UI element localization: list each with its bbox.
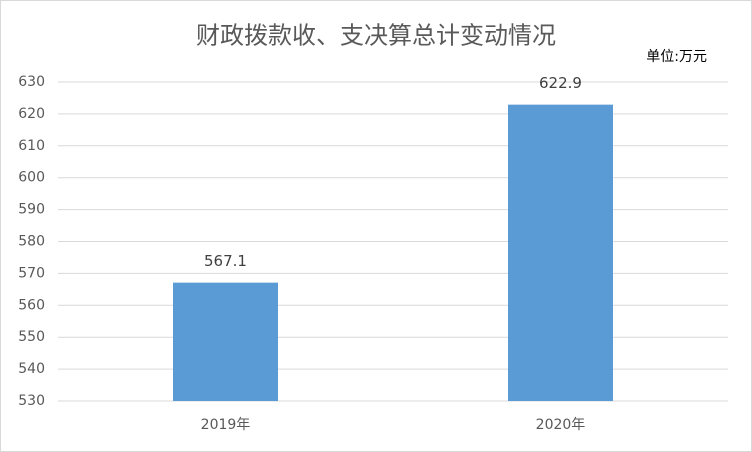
- bar: [173, 282, 278, 401]
- y-tick-label: 570: [18, 265, 45, 281]
- y-tick-label: 550: [18, 329, 45, 345]
- y-tick-label: 560: [18, 297, 45, 313]
- y-tick-label: 630: [18, 74, 45, 90]
- y-tick-label: 540: [18, 361, 45, 377]
- y-tick-label: 530: [18, 393, 45, 409]
- value-label: 567.1: [204, 252, 247, 270]
- chart-title: 财政拨款收、支决算总计变动情况: [196, 22, 556, 50]
- y-tick-label: 610: [18, 138, 45, 154]
- x-tick-label: 2019年: [201, 417, 251, 433]
- unit-label: 单位:万元: [646, 49, 707, 65]
- y-tick-label: 590: [18, 202, 45, 218]
- y-tick-label: 600: [18, 170, 45, 186]
- y-tick-label: 620: [18, 106, 45, 122]
- y-tick-label: 580: [18, 234, 45, 250]
- bar: [508, 104, 613, 402]
- x-tick-label: 2020年: [536, 417, 586, 433]
- value-label: 622.9: [539, 74, 582, 92]
